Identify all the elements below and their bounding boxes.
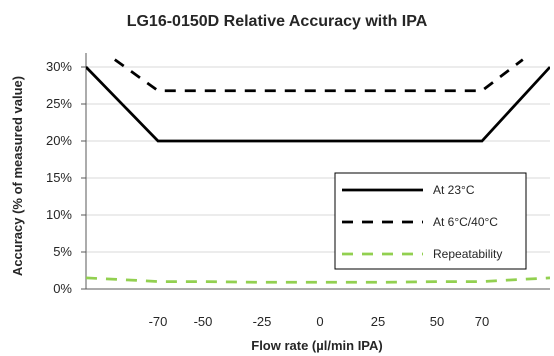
x-axis-label: Flow rate (µl/min IPA) [251,338,382,353]
series-layer [86,58,550,284]
legend: At 23°C At 6°C/40°C Repeatability [334,172,527,270]
x-tick-label: 50 [430,314,444,329]
legend-label: At 6°C/40°C [433,215,498,229]
y-tick-label: 25% [46,96,72,111]
x-tick-label: 0 [316,314,323,329]
x-tick-label: -50 [194,314,213,329]
x-tick-label: -25 [253,314,272,329]
chart-title: LG16-0150D Relative Accuracy with IPA [127,13,428,30]
y-tick-label: 5% [53,244,72,259]
axes [81,53,550,290]
x-tick-labels: -70 -50 -25 0 25 50 70 [149,314,490,329]
y-tick-label: 10% [46,207,72,222]
legend-label: Repeatability [433,247,502,261]
y-tick-label: 0% [53,281,72,296]
legend-label: At 23°C [433,183,475,197]
x-tick-label: 25 [371,314,385,329]
y-axis-label: Accuracy (% of measured value) [10,76,25,276]
y-tick-label: 15% [46,170,72,185]
x-tick-label: 70 [475,314,489,329]
series-line-2 [113,58,524,93]
x-tick-label: -70 [149,314,168,329]
series-line-1 [86,66,550,143]
y-tick-label: 20% [46,133,72,148]
y-tick-label: 30% [46,59,72,74]
y-tick-labels: 0% 5% 10% 15% 20% 25% 30% [46,59,72,296]
series-line-3 [86,276,550,284]
